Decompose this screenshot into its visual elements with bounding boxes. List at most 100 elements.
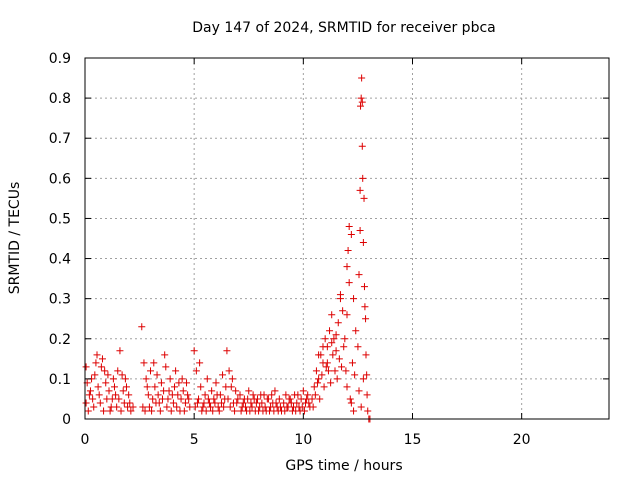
data-point-marker: [127, 407, 135, 415]
data-point-marker: [121, 375, 129, 383]
data-point-marker: [315, 375, 323, 383]
data-point-marker: [308, 395, 316, 403]
data-point-marker: [82, 399, 90, 407]
data-point-marker: [360, 194, 368, 202]
data-point-marker: [261, 403, 269, 411]
data-point-marker: [237, 407, 245, 415]
data-point-marker: [330, 335, 338, 343]
data-point-marker: [116, 347, 124, 355]
y-tick-label: 0.4: [49, 252, 71, 268]
data-point-marker: [115, 395, 123, 403]
data-point-marker: [195, 395, 203, 403]
grid-lines: [85, 58, 609, 419]
data-point-marker: [183, 379, 191, 387]
data-point-marker: [85, 391, 93, 399]
chart-title: Day 147 of 2024, SRMTID for receiver pbc…: [192, 20, 495, 36]
data-point-marker: [312, 367, 320, 375]
data-point-marker: [207, 403, 215, 411]
data-point-marker: [280, 399, 288, 407]
data-point-marker: [147, 367, 154, 375]
data-point-marker: [285, 395, 293, 403]
data-point-marker: [234, 395, 242, 403]
data-point-marker: [109, 375, 117, 383]
data-point-marker: [314, 379, 322, 387]
data-point-marker: [358, 98, 366, 106]
data-point-marker: [339, 307, 347, 315]
data-point-marker: [91, 371, 99, 379]
data-point-marker: [248, 403, 256, 411]
data-point-marker: [336, 295, 344, 303]
data-point-marker: [196, 359, 204, 367]
data-point-marker: [319, 343, 327, 351]
data-point-marker: [161, 351, 169, 359]
data-point-marker: [332, 331, 340, 339]
data-point-marker: [352, 327, 360, 335]
data-point-marker: [257, 391, 265, 399]
axis-ticks: 0 5 10 15 20 0 0.1 0.2 0.3 0.4 0.5 0.6 0.7 0.8 0.9: [49, 51, 609, 448]
y-tick-label: 0.3: [49, 292, 71, 308]
data-point-marker: [363, 371, 371, 379]
data-point-marker: [347, 399, 355, 407]
data-point-marker: [298, 403, 306, 411]
data-point-marker: [143, 383, 151, 391]
y-tick-label: 0: [62, 412, 71, 428]
data-point-marker: [102, 379, 110, 387]
data-point-marker: [192, 367, 200, 375]
data-point-marker: [197, 383, 205, 391]
data-point-marker: [231, 407, 239, 415]
data-point-marker: [209, 407, 217, 415]
data-point-marker: [167, 407, 175, 415]
data-point-marker: [338, 363, 346, 371]
data-point-marker: [199, 403, 207, 411]
data-point-marker: [157, 379, 165, 387]
data-point-marker: [174, 391, 182, 399]
data-point-marker: [299, 387, 307, 395]
data-point-marker: [236, 391, 244, 399]
data-point-marker: [101, 367, 109, 375]
data-point-marker: [113, 403, 121, 411]
data-point-marker: [363, 391, 371, 399]
data-point-marker: [225, 367, 233, 375]
data-point-marker: [222, 383, 230, 391]
data-point-marker: [166, 375, 174, 383]
data-point-marker: [144, 391, 152, 399]
x-tick-label: 10: [294, 432, 312, 448]
data-point-marker: [112, 391, 120, 399]
data-point-marker: [347, 230, 355, 238]
data-point-marker: [141, 407, 149, 415]
data-point-marker: [185, 395, 193, 403]
data-point-marker: [106, 407, 114, 415]
data-point-marker: [98, 355, 106, 363]
x-tick-label: 15: [404, 432, 422, 448]
data-point-marker: [334, 319, 342, 327]
data-point-marker: [263, 395, 271, 403]
data-point-marker: [172, 367, 180, 375]
data-point-marker: [282, 391, 290, 399]
data-point-marker: [126, 399, 134, 407]
data-point-marker: [331, 367, 339, 375]
data-point-marker: [357, 403, 365, 411]
data-point-marker: [153, 371, 161, 379]
data-point-marker: [316, 395, 324, 403]
data-point-marker: [335, 355, 343, 363]
data-point-marker: [217, 399, 225, 407]
data-point-marker: [305, 399, 313, 407]
data-point-marker: [244, 395, 252, 403]
data-point-marker: [92, 359, 100, 367]
data-point-marker: [362, 315, 370, 323]
data-point-marker: [215, 407, 223, 415]
data-point-marker: [283, 403, 291, 411]
data-point-marker: [345, 222, 353, 230]
data-point-marker: [220, 403, 228, 411]
data-point-marker: [202, 407, 210, 415]
data-point-marker: [355, 271, 363, 279]
data-point-marker: [328, 311, 336, 319]
data-point-marker: [184, 391, 192, 399]
data-point-marker: [343, 311, 351, 319]
data-point-marker: [114, 367, 122, 375]
data-point-marker: [281, 407, 289, 415]
data-point-marker: [245, 387, 253, 395]
data-point-marker: [359, 375, 367, 383]
data-point-marker: [354, 343, 362, 351]
data-point-marker: [343, 263, 351, 271]
